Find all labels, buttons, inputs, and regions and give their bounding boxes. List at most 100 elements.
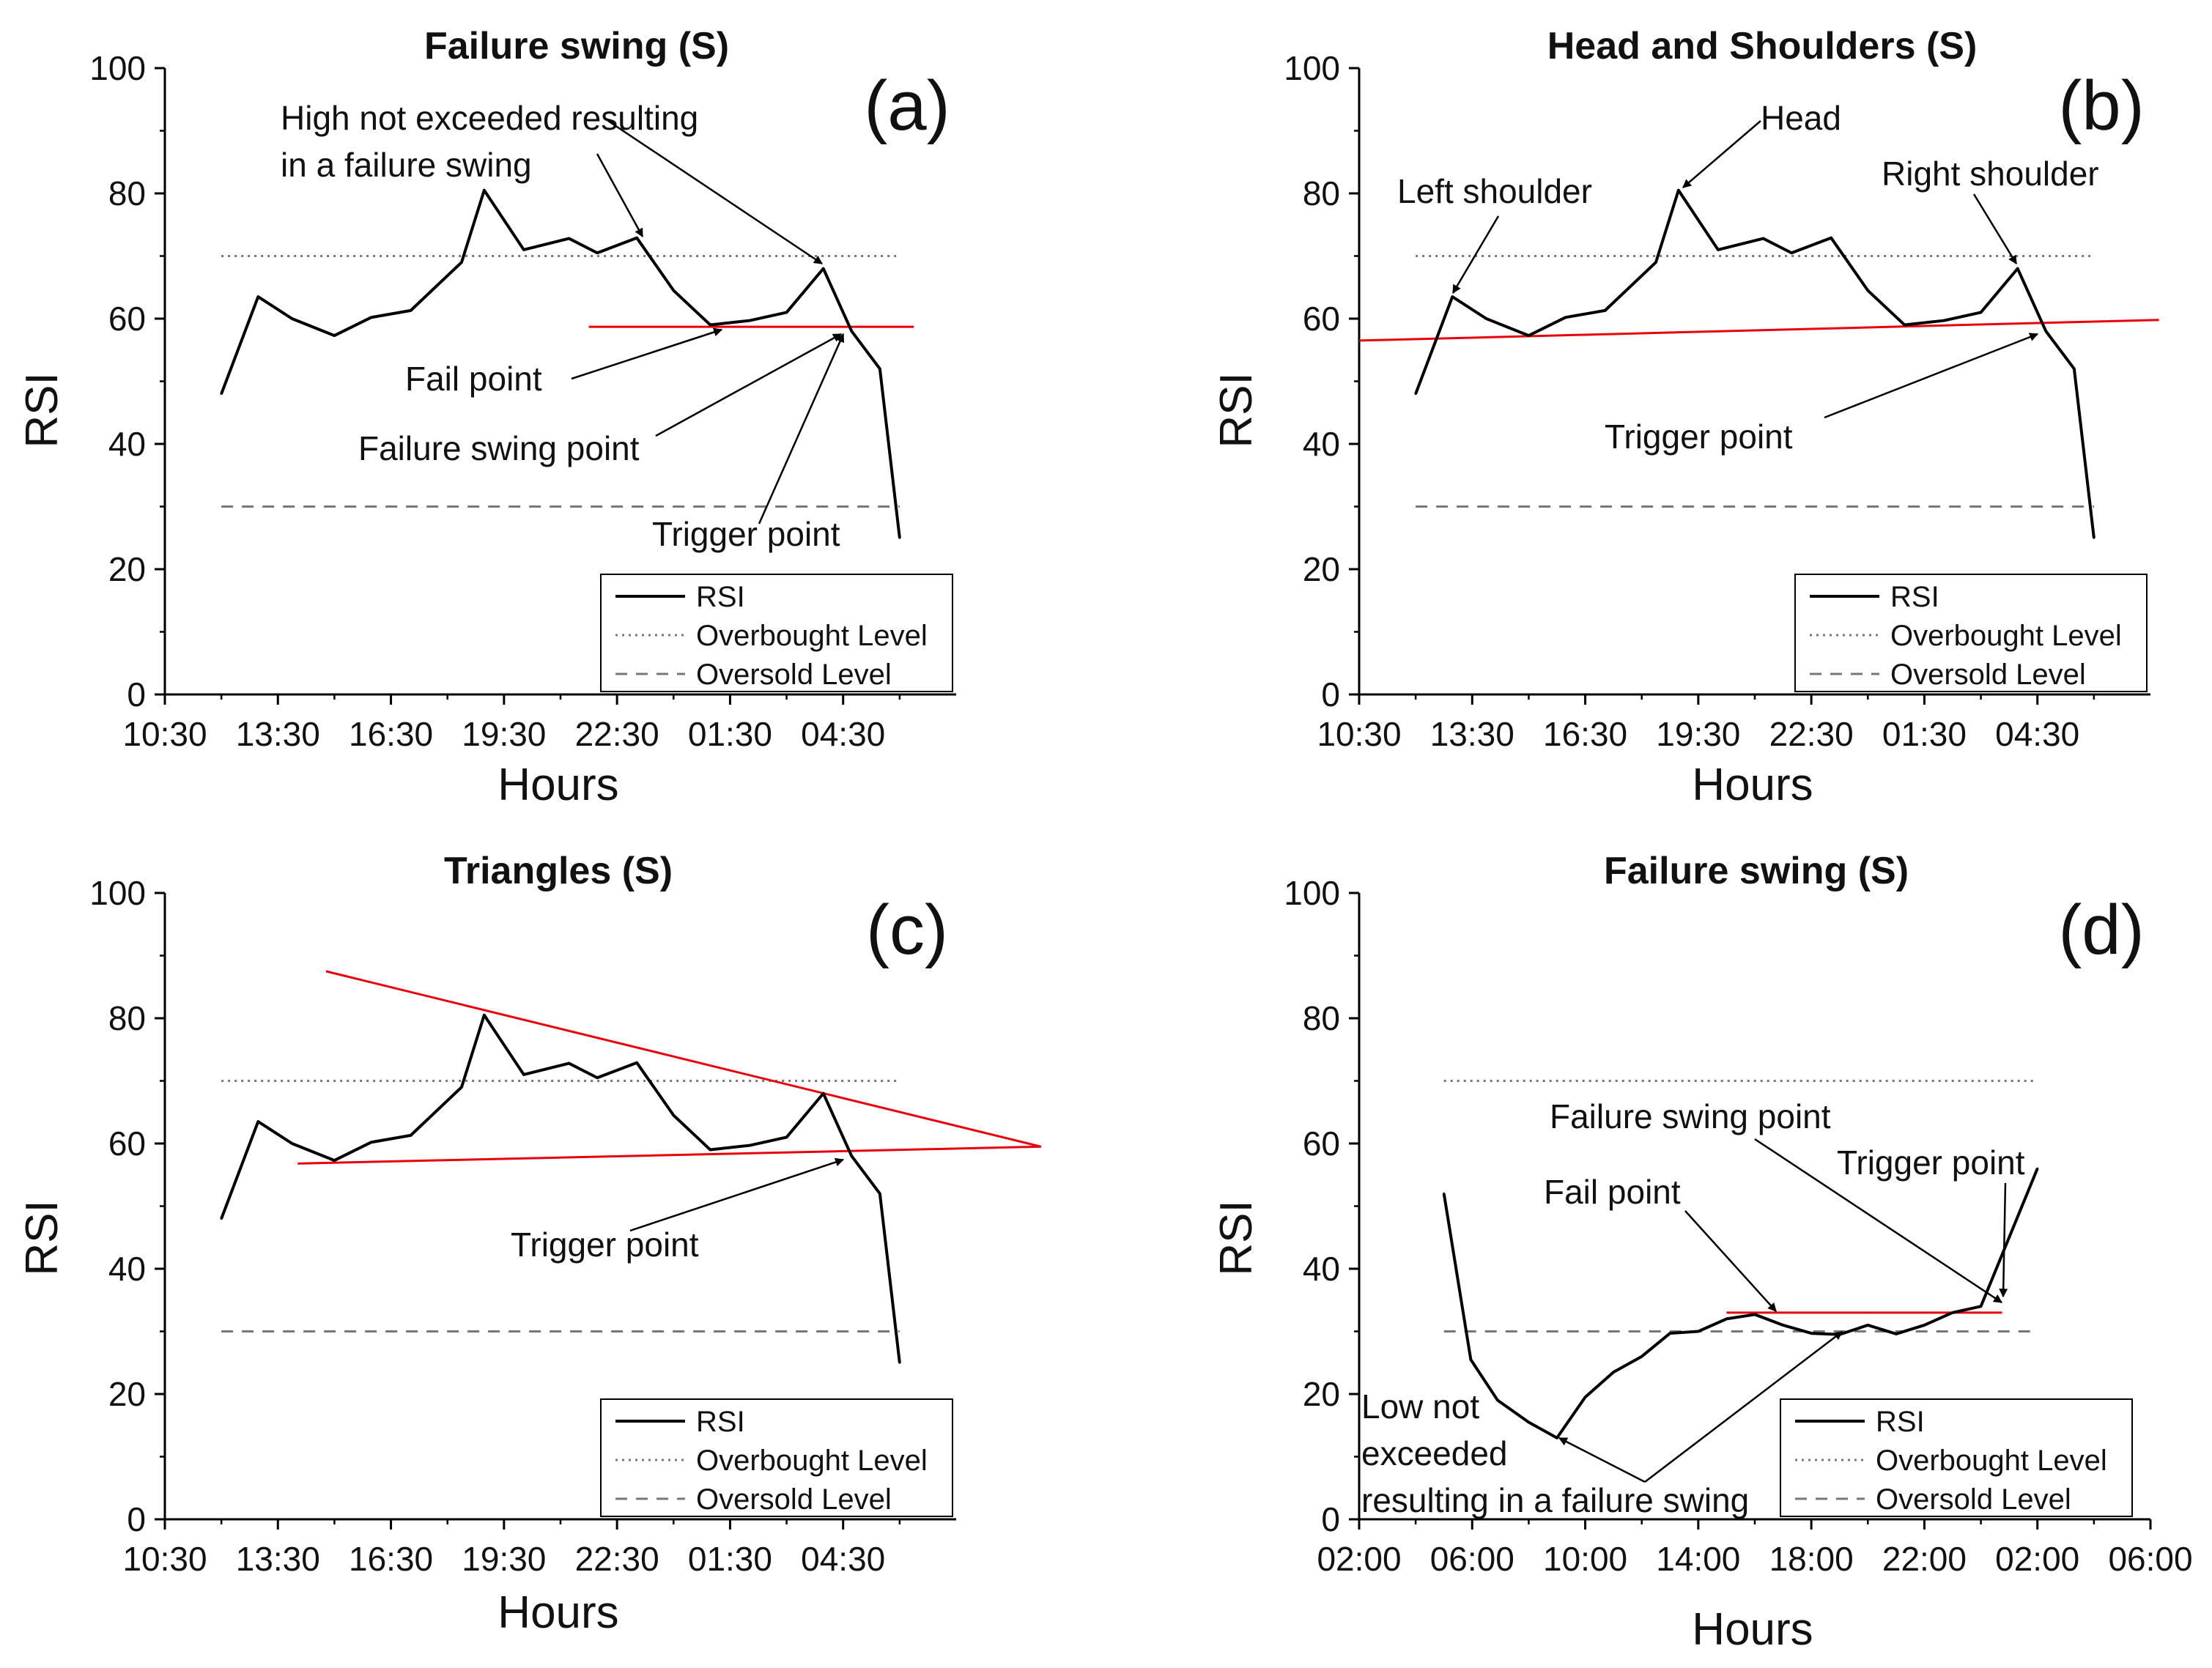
panel-a-rsi-point	[898, 536, 901, 539]
panel-c-y-tick-label: 40	[108, 1250, 146, 1288]
panel-a-y-tick-label: 20	[108, 550, 146, 588]
panel-b-rsi-point	[1830, 237, 1832, 240]
panel-a-x-tick-label: 04:30	[801, 715, 885, 753]
panel-a: 0 20 40 60 80 100 10:30 13:30 16:30 19:30 22:30 01:…	[17, 25, 956, 810]
panel-b-arrow-right-shoulder	[1972, 193, 2018, 265]
panel-c-ylabel: RSI	[17, 1200, 67, 1275]
panel-d-y-tick-label: 80	[1303, 999, 1340, 1037]
panel-b-rsi-point	[1604, 309, 1607, 312]
panel-d-rsi-point	[1810, 1332, 1813, 1335]
panel-c-y-tick-label: 100	[89, 874, 146, 912]
panel-b-arrow-head	[1682, 120, 1761, 188]
panel-d: 0 20 40 60 80 100 02:00 06:00 10:00 14:00 18:00 22:…	[1211, 850, 2193, 1655]
panel-b-legend: RSI Overbought Level Oversold Level	[1794, 574, 2148, 692]
panel-a-y-tick-label: 80	[108, 174, 146, 212]
panel-c-x-tick-label: 01:30	[688, 1540, 772, 1578]
panel-d-annotation-fail-point: Fail point	[1544, 1173, 1681, 1211]
panel-c-x-tick-label: 16:30	[349, 1540, 433, 1578]
panel-b-rsi-point	[2093, 536, 2096, 539]
panel-c-annotation-arrows	[629, 1157, 845, 1232]
panel-c-rsi-point	[785, 1135, 788, 1138]
panel-d-x-tick-label: 18:00	[1769, 1540, 1854, 1578]
panel-b-rsi-point	[1654, 261, 1657, 264]
panel-d-rsi-point	[1895, 1332, 1898, 1335]
panel-a-annotation-trigger-point: Trigger point	[652, 515, 840, 553]
panel-b-x-tick-label: 19:30	[1656, 715, 1740, 753]
panel-d-legend-label: Overbought Level	[1876, 1445, 2107, 1477]
panel-a-rsi-point	[672, 289, 675, 292]
panel-b-y-tick-label: 100	[1284, 49, 1340, 87]
panel-a-x-tick-label: 19:30	[462, 715, 546, 753]
panel-c-rsi-point	[850, 1154, 853, 1157]
panel-d-rsi-point	[1923, 1324, 1926, 1327]
panel-d-annotation-low-not-exceeded: Low not exceeded resulting in a failure …	[1361, 1387, 1749, 1519]
panel-b-rsi-point	[1485, 317, 1488, 320]
panel-b-rsi-line	[1414, 188, 2096, 538]
panel-a-annotation-high-line-2: in a failure swing	[281, 146, 532, 184]
panel-c-y-tick-label: 0	[127, 1500, 146, 1538]
panel-b-plot: 0 20 40 60 80 100 10:30 13:30 16:30 19:30 22:30 01:…	[1284, 49, 2159, 753]
panel-b-x-tick-label: 04:30	[1995, 715, 2079, 753]
panel-c-x-tick-label: 10:30	[122, 1540, 207, 1578]
panel-c-y-tick-label: 20	[108, 1375, 146, 1413]
panel-b-rsi-point	[1677, 189, 1680, 192]
panel-a-annotation-fail-point: Fail point	[405, 360, 542, 398]
panel-d-rsi-point	[1782, 1324, 1785, 1327]
panel-b-annotation-right-shoulder: Right shoulder	[1882, 155, 2099, 193]
panel-c-legend-label: Overbought Level	[696, 1445, 928, 1477]
panel-b-rsi-point	[1414, 393, 1417, 396]
panel-c-rsi-point	[878, 1192, 881, 1195]
panel-a-arrow-failure-swing	[655, 333, 843, 437]
panel-a-rsi-point	[483, 189, 486, 192]
panel-c-rsi-point	[460, 1086, 463, 1089]
panel-d-annotation-failure-swing-point: Failure swing point	[1550, 1097, 1831, 1135]
panel-a-rsi-point	[522, 248, 525, 251]
panel-d-y-tick-label: 60	[1303, 1124, 1340, 1163]
panel-a-x-tick-label: 16:30	[349, 715, 433, 753]
panel-a-annotation-failure-swing-point: Failure swing point	[358, 429, 640, 467]
panel-d-rsi-point	[1584, 1395, 1587, 1398]
panel-d-label: (d)	[2058, 891, 2144, 969]
panel-c-rsi-point	[822, 1092, 825, 1095]
panel-d-x-tick-label: 06:00	[1430, 1540, 1514, 1578]
panel-a-arrow-high-2	[607, 119, 823, 265]
panel-b-x-tick-label: 01:30	[1882, 715, 1967, 753]
panel-b-annotation-arrows	[1451, 120, 2039, 419]
panel-d-x-tick-label: 06:00	[2108, 1540, 2192, 1578]
panel-b-rsi-point	[1942, 319, 1945, 322]
panel-c-rsi-point	[898, 1361, 901, 1364]
panel-b-title: Head and Shoulders (S)	[1547, 25, 1978, 67]
panel-a-rsi-point	[220, 393, 223, 396]
panel-c-x-tick-label: 19:30	[462, 1540, 546, 1578]
panel-c-x-tick-label: 04:30	[801, 1540, 885, 1578]
panel-b-rsi-point	[1980, 311, 1983, 314]
panel-d-rsi-point	[1951, 1311, 1954, 1314]
panel-d-y-tick-label: 20	[1303, 1375, 1340, 1413]
panel-c-rsi-point	[522, 1073, 525, 1076]
panel-a-rsi-point	[410, 309, 413, 312]
panel-d-annotation-arrows	[1558, 1138, 2008, 1483]
panel-d-arrow-failure-swing	[1754, 1138, 2003, 1304]
panel-c: 0 20 40 60 80 100 10:30 13:30 16:30 19:30 22:30 01:…	[17, 850, 1042, 1638]
panel-c-xlabel: Hours	[497, 1587, 618, 1638]
panel-a-rsi-point	[878, 367, 881, 370]
panel-d-x-tick-label: 14:00	[1656, 1540, 1740, 1578]
panel-c-rsi-point	[635, 1061, 638, 1064]
panel-b-y-tick-label: 40	[1303, 425, 1340, 463]
panel-d-annotation-low-line-2: exceeded	[1361, 1434, 1508, 1472]
panel-c-rsi-point	[568, 1062, 571, 1065]
panel-a-rsi-point	[748, 319, 751, 322]
panel-b-legend-box	[1794, 574, 2148, 692]
panel-b-rsi-point	[1866, 289, 1869, 292]
panel-a-annotation-high-line-1: High not exceeded resulting	[281, 99, 698, 137]
panel-a-y-tick-label: 0	[127, 675, 146, 713]
panel-c-rsi-line	[220, 1013, 901, 1363]
panel-b-y-tick-label: 60	[1303, 300, 1340, 338]
panel-c-y-tick-label: 60	[108, 1124, 146, 1163]
panel-a-legend: RSI Overbought Level Oversold Level	[600, 574, 953, 692]
panel-b-annotation-head: Head	[1761, 99, 1841, 137]
panel-c-rsi-point	[370, 1141, 373, 1143]
panel-c-legend-label: RSI	[696, 1406, 745, 1438]
panel-d-legend: RSI Overbought Level Oversold Level	[1780, 1398, 2133, 1517]
panel-d-title: Failure swing (S)	[1604, 850, 1909, 892]
